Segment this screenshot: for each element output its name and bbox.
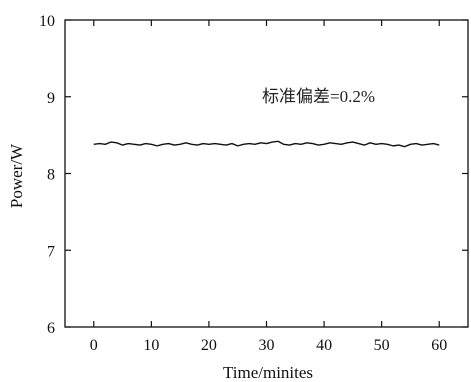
- y-tick-label: 7: [47, 243, 55, 260]
- y-axis-title: Power/W: [7, 143, 26, 208]
- x-tick-label: 30: [259, 337, 275, 354]
- x-tick-label: 50: [374, 337, 390, 354]
- y-tick-label: 9: [47, 90, 55, 107]
- x-tick-label: 0: [90, 337, 98, 354]
- x-axis-title: Time/minites: [223, 363, 313, 382]
- y-tick-label: 10: [39, 13, 55, 30]
- x-tick-label: 10: [143, 337, 159, 354]
- x-tick-label: 40: [316, 337, 332, 354]
- power-series-line: [93, 140, 440, 148]
- std-deviation-annotation: 标准偏差=0.2%: [262, 87, 375, 106]
- y-tick-label: 6: [47, 320, 55, 337]
- y-tick-label: 8: [47, 167, 55, 184]
- plot-area-frame: [64, 19, 469, 328]
- x-tick-label: 60: [431, 337, 447, 354]
- x-tick-label: 20: [201, 337, 217, 354]
